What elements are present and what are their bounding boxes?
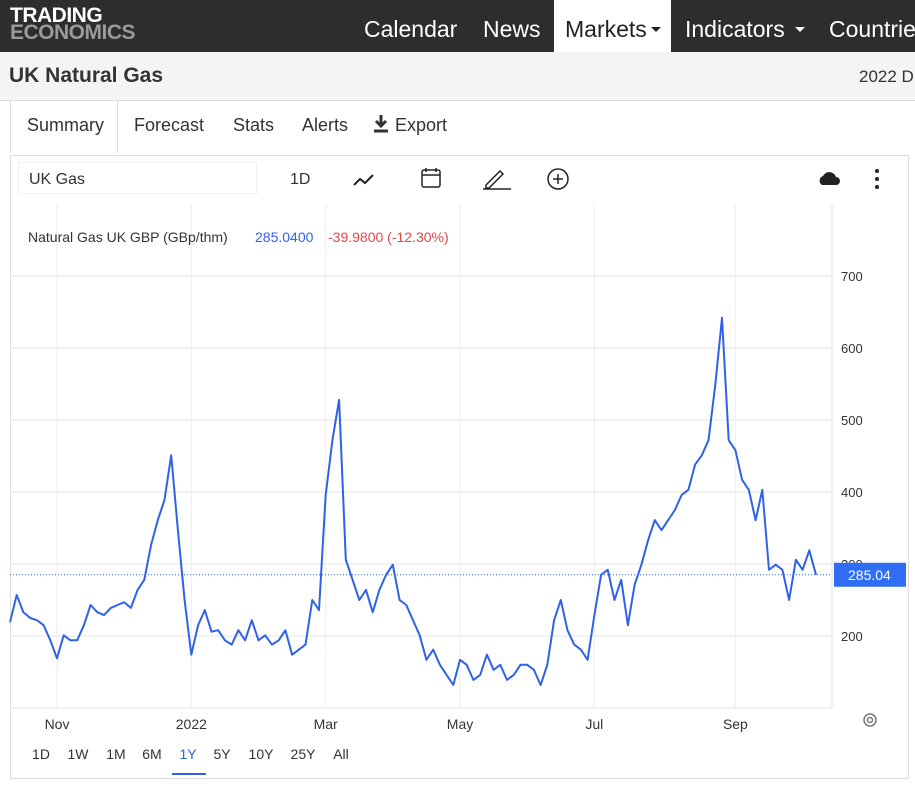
x-tick-label: Sep <box>723 716 748 732</box>
active-tab-bg <box>10 100 118 153</box>
range-button[interactable]: 1M <box>106 746 126 762</box>
range-button[interactable]: 25Y <box>290 746 316 762</box>
price: 285.0400 <box>255 229 314 245</box>
symbol: UK Gas <box>29 171 86 188</box>
title-bar: UK Natural Gas 2022 D <box>0 52 915 101</box>
export-icon <box>374 115 388 133</box>
caret <box>650 27 661 37</box>
range-button[interactable]: 1W <box>67 746 89 762</box>
y-tick-label: 400 <box>841 485 863 500</box>
gear-icon[interactable] <box>863 713 877 727</box>
nav-item[interactable]: Indicators <box>674 0 815 52</box>
price-line <box>9 316 817 686</box>
x-tick-label: Jul <box>585 716 603 732</box>
range-button[interactable]: 10Y <box>248 746 274 762</box>
range-button[interactable]: 1Y <box>179 746 197 762</box>
tab[interactable]: Stats <box>233 115 275 135</box>
symbol-input[interactable] <box>18 162 257 194</box>
tab[interactable]: Alerts <box>302 115 349 135</box>
tab[interactable]: Summary <box>27 115 105 135</box>
last-price-label: 285.04 <box>848 567 891 583</box>
range-button[interactable]: 5Y <box>213 746 231 762</box>
caret <box>794 27 805 37</box>
nav-label: Markets <box>565 16 647 42</box>
download-icon[interactable] <box>819 172 840 185</box>
draw-icon[interactable] <box>483 169 511 190</box>
date: 2022 D <box>859 67 914 86</box>
tab[interactable]: Export <box>395 115 448 135</box>
range-button[interactable]: 1D <box>32 746 50 762</box>
menu-icon[interactable] <box>875 169 879 189</box>
page-title: UK Natural Gas <box>9 64 164 87</box>
nav-item[interactable]: Calendar <box>364 16 458 42</box>
plus-icon[interactable] <box>547 168 569 190</box>
logo-bottom[interactable]: ECONOMICS <box>10 21 136 44</box>
x-tick-label: Mar <box>314 716 338 732</box>
nav-item[interactable]: Markets <box>554 0 671 52</box>
x-tick-label: May <box>447 716 473 732</box>
range-button[interactable]: All <box>333 746 349 762</box>
nav-item[interactable]: Countrie <box>829 16 915 42</box>
range-button[interactable]: 6M <box>142 746 162 762</box>
nav-label: Indicators <box>685 16 785 42</box>
nav-item[interactable]: News <box>483 16 541 42</box>
calendar-icon[interactable] <box>421 168 441 188</box>
y-tick-label: 700 <box>841 269 863 284</box>
x-tick-label: 2022 <box>176 716 207 732</box>
y-tick-label: 200 <box>841 629 863 644</box>
line-icon[interactable] <box>353 174 374 186</box>
nav-bar: TRADING ECONOMICS Calendar News Markets … <box>0 0 915 52</box>
y-tick-label: 600 <box>841 341 863 356</box>
y-tick-label: 500 <box>841 413 863 428</box>
logo-top[interactable]: TRADING <box>10 4 103 27</box>
range-underline <box>172 773 206 775</box>
chart-box <box>10 155 909 779</box>
tab[interactable]: Forecast <box>134 115 205 135</box>
interval[interactable]: 1D <box>290 171 311 188</box>
change: -39.9800 (-12.30%) <box>328 229 449 245</box>
x-tick-label: Nov <box>45 716 70 732</box>
legend-name: Natural Gas UK GBP (GBp/thm) <box>28 229 228 245</box>
toolbar-icons <box>353 168 879 190</box>
last-price-box <box>834 562 906 587</box>
